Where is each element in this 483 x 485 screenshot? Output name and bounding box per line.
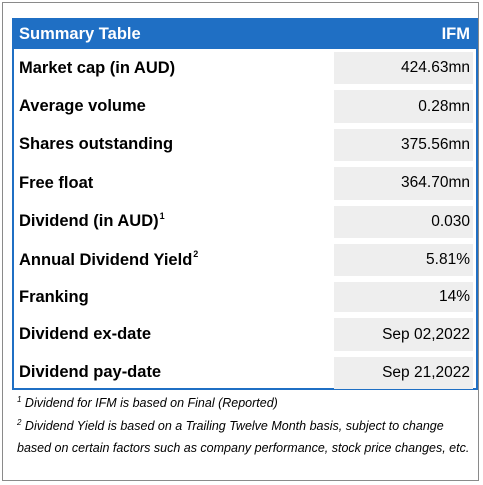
summary-panel: Summary Table IFM Market cap (in AUD) 42… bbox=[2, 2, 479, 481]
row-value: 0.030 bbox=[334, 205, 473, 238]
row-value: 0.28mn bbox=[334, 90, 473, 123]
row-value: 375.56mn bbox=[334, 128, 473, 162]
footnote-2: 2 Dividend Yield is based on a Trailing … bbox=[17, 416, 472, 458]
table-row-average-volume: Average volume 0.28mn bbox=[14, 87, 476, 125]
table-row-market-cap: Market cap (in AUD) 424.63mn bbox=[14, 49, 476, 87]
footnote-marker: 2 bbox=[17, 418, 22, 427]
table-title: Summary Table bbox=[19, 25, 141, 43]
footnote-text: Dividend for IFM is based on Final (Repo… bbox=[21, 396, 278, 410]
table-row-franking: Franking 14% bbox=[14, 279, 476, 315]
row-label: Market cap (in AUD) bbox=[19, 58, 176, 77]
table-row-pay-date: Dividend pay-date Sep 21,2022 bbox=[14, 354, 476, 392]
row-value: 364.70mn bbox=[334, 167, 473, 200]
table-row-ex-date: Dividend ex-date Sep 02,2022 bbox=[14, 315, 476, 353]
row-label: Dividend ex-date bbox=[19, 325, 152, 344]
table-header: Summary Table IFM bbox=[14, 20, 476, 49]
footnote-1: 1 Dividend for IFM is based on Final (Re… bbox=[17, 393, 472, 415]
row-label: Dividend pay-date bbox=[19, 363, 162, 382]
row-label: Free float bbox=[19, 173, 94, 192]
footnote-marker: 2 bbox=[193, 249, 199, 260]
row-label: Average volume bbox=[19, 97, 146, 116]
footnote-marker: 1 bbox=[17, 395, 22, 404]
footnote-text: Dividend Yield is based on a Trailing Tw… bbox=[17, 419, 470, 455]
row-value: 424.63mn bbox=[334, 52, 473, 85]
footnotes: 1 Dividend for IFM is based on Final (Re… bbox=[17, 393, 472, 459]
row-label: Annual Dividend Yield bbox=[19, 250, 193, 269]
table-row-dividend: Dividend (in AUD) 1 0.030 bbox=[14, 203, 476, 241]
row-value: 14% bbox=[334, 282, 473, 313]
row-value: Sep 02,2022 bbox=[334, 318, 473, 351]
row-label: Dividend (in AUD) bbox=[19, 212, 159, 231]
row-label: Shares outstanding bbox=[19, 135, 174, 154]
ticker-label: IFM bbox=[441, 25, 470, 43]
footnote-marker: 1 bbox=[159, 210, 165, 221]
summary-table: Summary Table IFM Market cap (in AUD) 42… bbox=[12, 18, 478, 390]
row-value: 5.81% bbox=[334, 243, 473, 277]
table-row-shares-outstanding: Shares outstanding 375.56mn bbox=[14, 126, 476, 164]
table-row-free-float: Free float 364.70mn bbox=[14, 164, 476, 202]
table-row-dividend-yield: Annual Dividend Yield 2 5.81% bbox=[14, 241, 476, 279]
row-label: Franking bbox=[19, 287, 89, 306]
row-value: Sep 21,2022 bbox=[334, 356, 473, 390]
